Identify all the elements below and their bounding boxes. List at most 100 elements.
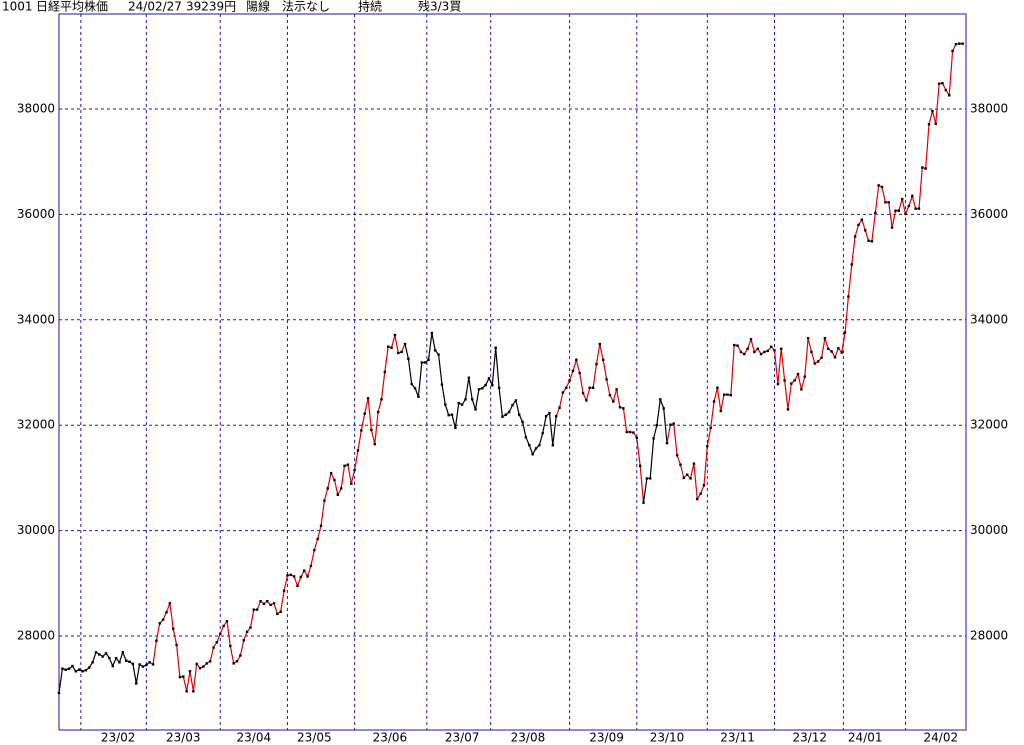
point bbox=[400, 350, 403, 354]
y-tick-label: 36000 bbox=[17, 207, 55, 221]
y-tick-label-right: 32000 bbox=[970, 418, 1008, 432]
point bbox=[306, 575, 309, 578]
point bbox=[88, 666, 91, 669]
point bbox=[565, 386, 568, 389]
x-tick-label: 24/02 bbox=[924, 731, 959, 745]
y-tick-label-right: 30000 bbox=[970, 523, 1008, 537]
point bbox=[659, 398, 662, 401]
title-item: 法示なし bbox=[282, 0, 330, 14]
point bbox=[151, 663, 155, 666]
point bbox=[138, 663, 141, 666]
point bbox=[585, 399, 588, 402]
x-tick-label: 23/08 bbox=[511, 731, 546, 745]
point bbox=[541, 431, 544, 435]
point bbox=[57, 691, 61, 695]
point bbox=[188, 670, 192, 673]
x-tick-label: 23/10 bbox=[650, 731, 685, 745]
point bbox=[145, 663, 148, 667]
point bbox=[353, 468, 356, 472]
point bbox=[716, 386, 719, 389]
point bbox=[675, 454, 679, 457]
point bbox=[504, 413, 507, 416]
point bbox=[84, 669, 88, 672]
point bbox=[168, 602, 172, 605]
point bbox=[454, 426, 457, 430]
point bbox=[407, 357, 410, 360]
point bbox=[689, 477, 692, 480]
point bbox=[501, 415, 504, 418]
point bbox=[561, 391, 565, 394]
point bbox=[366, 397, 370, 400]
point bbox=[719, 409, 722, 413]
point bbox=[931, 109, 934, 113]
point bbox=[733, 343, 736, 347]
point bbox=[430, 331, 434, 335]
point bbox=[440, 383, 444, 386]
point bbox=[618, 406, 622, 409]
point bbox=[514, 399, 518, 402]
point bbox=[343, 464, 346, 467]
point bbox=[803, 375, 806, 378]
point bbox=[924, 167, 927, 170]
x-tick-label: 23/11 bbox=[720, 731, 755, 745]
point bbox=[111, 664, 114, 668]
point bbox=[423, 361, 427, 364]
point bbox=[108, 656, 111, 660]
point bbox=[296, 584, 299, 588]
point bbox=[894, 209, 897, 212]
point bbox=[172, 627, 175, 630]
point bbox=[900, 197, 904, 201]
point bbox=[625, 430, 628, 434]
point bbox=[706, 445, 709, 448]
point bbox=[339, 487, 343, 490]
point bbox=[101, 655, 104, 658]
point bbox=[252, 608, 256, 611]
point bbox=[182, 675, 185, 678]
point bbox=[350, 482, 353, 485]
point bbox=[507, 410, 511, 414]
point bbox=[729, 393, 733, 397]
point bbox=[954, 42, 958, 46]
point bbox=[393, 333, 397, 337]
point bbox=[887, 201, 890, 204]
point bbox=[595, 362, 598, 366]
point bbox=[544, 415, 548, 418]
point bbox=[827, 347, 830, 350]
point bbox=[538, 444, 541, 447]
point bbox=[121, 651, 125, 654]
point bbox=[494, 346, 497, 349]
point bbox=[830, 350, 833, 353]
point bbox=[672, 422, 675, 425]
point bbox=[937, 82, 941, 85]
point bbox=[800, 388, 803, 391]
point bbox=[326, 487, 329, 490]
point bbox=[793, 379, 796, 382]
point bbox=[470, 398, 474, 401]
title-item: 24/02/27 bbox=[128, 0, 182, 14]
point bbox=[679, 463, 682, 466]
point bbox=[360, 429, 363, 432]
y-tick-label: 28000 bbox=[17, 628, 55, 642]
title-item: 日経平均株価 bbox=[36, 0, 108, 14]
point bbox=[746, 347, 749, 350]
title-item: 1001 bbox=[2, 0, 33, 14]
point bbox=[323, 499, 326, 502]
point bbox=[524, 436, 528, 439]
point bbox=[642, 501, 645, 504]
point bbox=[638, 464, 642, 467]
point bbox=[655, 423, 659, 427]
point bbox=[208, 660, 212, 663]
point bbox=[467, 376, 471, 379]
point bbox=[816, 360, 820, 363]
point bbox=[67, 667, 71, 670]
point bbox=[780, 347, 783, 350]
point bbox=[71, 664, 74, 668]
point bbox=[927, 123, 931, 126]
point bbox=[269, 603, 272, 607]
point bbox=[907, 204, 911, 208]
point bbox=[198, 666, 202, 670]
point bbox=[481, 387, 484, 390]
point bbox=[948, 94, 951, 97]
point bbox=[195, 662, 198, 666]
point bbox=[769, 345, 773, 348]
